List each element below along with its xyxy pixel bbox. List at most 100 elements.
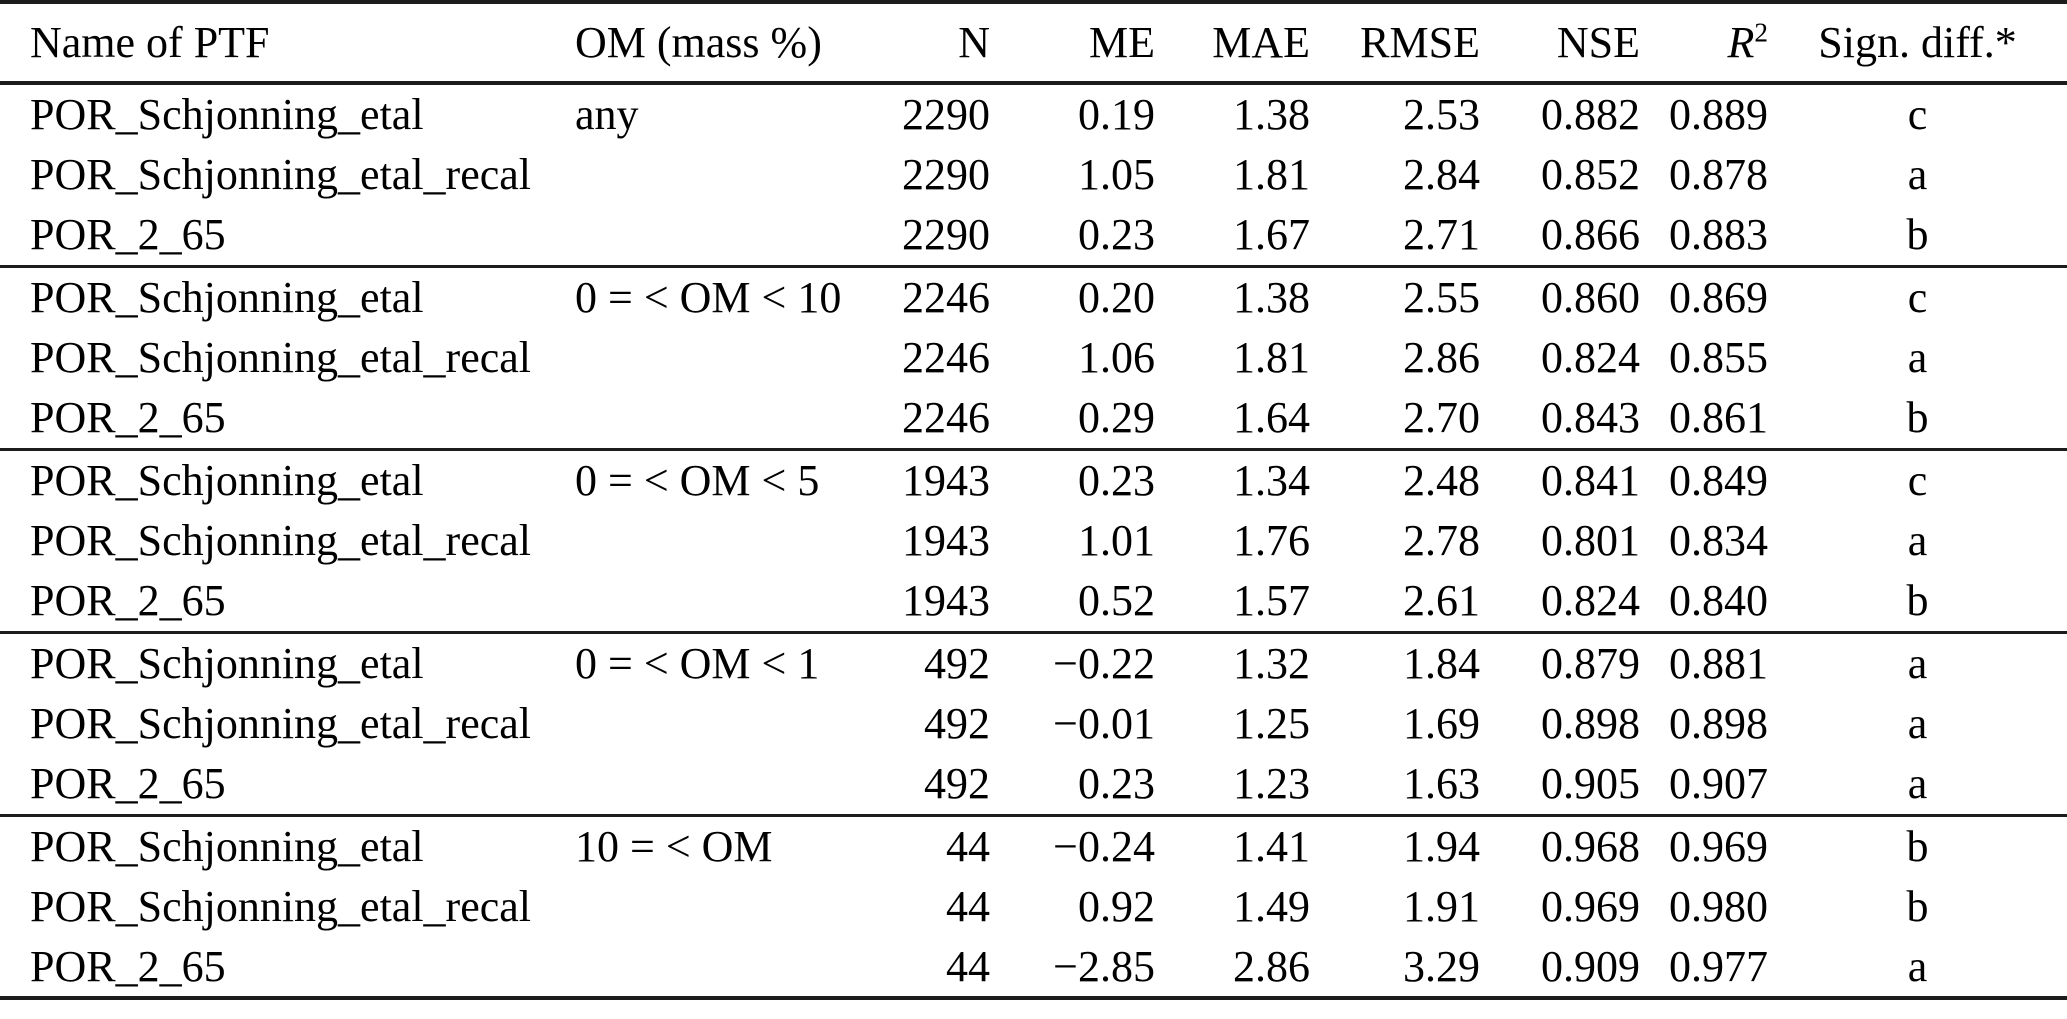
sig-cell: c bbox=[1907, 90, 1928, 139]
table-row: POR_2_65 2246 0.29 1.64 2.70 0.843 0.861… bbox=[0, 388, 2067, 449]
r2-symbol: R bbox=[1727, 18, 1755, 67]
sig-cell: b bbox=[1906, 882, 1929, 931]
om-range-cell bbox=[575, 327, 815, 388]
n-cell: 2290 bbox=[902, 90, 990, 139]
sig-cell: b bbox=[1906, 576, 1929, 626]
nse-cell: 0.882 bbox=[1541, 90, 1640, 139]
table-row: POR_Schjonning_etal_recal 1943 1.01 1.76… bbox=[0, 510, 2067, 571]
sig-cell: a bbox=[1907, 333, 1928, 382]
om-range-cell: 0 = < OM < 5 bbox=[575, 447, 819, 510]
sig-cell: a bbox=[1907, 759, 1928, 809]
mae-cell: 1.41 bbox=[1155, 813, 1310, 876]
n-cell: 44 bbox=[815, 813, 990, 876]
om-range-cell bbox=[575, 693, 815, 754]
n-cell: 2290 bbox=[902, 210, 990, 260]
sig-cell: c bbox=[1768, 447, 2067, 510]
table-row: POR_Schjonning_etal_recal 44 0.92 1.49 1… bbox=[0, 876, 2067, 937]
r2-cell: 0.878 bbox=[1669, 150, 1768, 199]
om-group-any: POR_Schjonning_etal any 2290 0.19 1.38 2… bbox=[0, 83, 2067, 266]
mae-cell: 1.76 bbox=[1233, 516, 1310, 565]
mae-cell: 2.86 bbox=[1233, 942, 1310, 991]
nse-cell: 0.879 bbox=[1480, 630, 1640, 693]
column-header-me: ME bbox=[990, 2, 1155, 85]
om-range-cell: 0 = < OM < 1 bbox=[575, 630, 819, 693]
me-cell: 1.05 bbox=[1078, 150, 1155, 199]
me-cell: 0.19 bbox=[1078, 90, 1155, 139]
rmse-cell: 2.48 bbox=[1310, 447, 1480, 510]
mae-cell: 1.38 bbox=[1155, 264, 1310, 327]
n-cell: 1943 bbox=[815, 447, 990, 510]
nse-cell: 0.852 bbox=[1541, 150, 1640, 199]
ptf-name-cell: POR_2_65 bbox=[30, 942, 226, 991]
rmse-cell: 2.84 bbox=[1403, 150, 1480, 199]
me-cell: 0.23 bbox=[1078, 759, 1155, 809]
om-range-cell bbox=[575, 388, 815, 449]
rmse-cell: 2.86 bbox=[1403, 333, 1480, 382]
nse-cell: 0.824 bbox=[1541, 333, 1640, 382]
nse-cell: 0.898 bbox=[1541, 699, 1640, 748]
column-header-mae: MAE bbox=[1155, 2, 1310, 85]
rmse-cell: 2.53 bbox=[1403, 90, 1480, 139]
r2-cell: 0.869 bbox=[1640, 264, 1768, 327]
me-cell: 0.92 bbox=[1078, 882, 1155, 931]
header-row: Name of PTF OM (mass %) N ME MAE RMSE NS… bbox=[0, 2, 2067, 85]
table-row: POR_Schjonning_etal 0 = < OM < 1 492 −0.… bbox=[0, 630, 2067, 693]
me-cell: −0.22 bbox=[990, 630, 1155, 693]
rmse-cell: 2.71 bbox=[1403, 210, 1480, 260]
table-row: POR_2_65 492 0.23 1.23 1.63 0.905 0.907 … bbox=[0, 754, 2067, 815]
table-row: POR_Schjonning_etal_recal 2290 1.05 1.81… bbox=[0, 144, 2067, 205]
rmse-cell: 1.69 bbox=[1403, 699, 1480, 748]
om-range-cell: 0 = < OM < 10 bbox=[575, 264, 841, 327]
sig-cell: a bbox=[1907, 942, 1928, 991]
r2-cell: 0.861 bbox=[1669, 393, 1768, 443]
table-row: POR_Schjonning_etal_recal 2246 1.06 1.81… bbox=[0, 327, 2067, 388]
n-cell: 2290 bbox=[902, 150, 990, 199]
r2-cell: 0.889 bbox=[1669, 90, 1768, 139]
ptf-name-cell: POR_Schjonning_etal bbox=[0, 447, 575, 510]
om-group-10-up: POR_Schjonning_etal 10 = < OM 44 −0.24 1… bbox=[0, 813, 2067, 998]
column-header-rmse: RMSE bbox=[1310, 2, 1480, 85]
me-cell: 1.06 bbox=[1078, 333, 1155, 382]
r2-cell: 0.907 bbox=[1669, 759, 1768, 809]
r2-cell: 0.980 bbox=[1669, 882, 1768, 931]
sig-cell: b bbox=[1768, 813, 2067, 876]
nse-cell: 0.909 bbox=[1541, 942, 1640, 991]
sig-cell: b bbox=[1906, 210, 1929, 260]
om-range-cell bbox=[575, 571, 815, 632]
n-cell: 1943 bbox=[902, 576, 990, 626]
me-cell: −0.01 bbox=[1053, 699, 1155, 748]
column-header-name: Name of PTF bbox=[0, 2, 575, 85]
rmse-cell: 2.61 bbox=[1403, 576, 1480, 626]
nse-cell: 0.968 bbox=[1480, 813, 1640, 876]
nse-cell: 0.843 bbox=[1541, 393, 1640, 443]
r2-cell: 0.883 bbox=[1669, 210, 1768, 260]
ptf-name-cell: POR_2_65 bbox=[30, 210, 226, 260]
rmse-cell: 1.91 bbox=[1403, 882, 1480, 931]
mae-cell: 1.23 bbox=[1233, 759, 1310, 809]
rmse-cell: 1.63 bbox=[1403, 759, 1480, 809]
n-cell: 2246 bbox=[902, 393, 990, 443]
om-range-cell bbox=[575, 144, 815, 205]
ptf-name-cell: POR_Schjonning_etal bbox=[0, 813, 575, 876]
me-cell: −0.24 bbox=[990, 813, 1155, 876]
mae-cell: 1.81 bbox=[1233, 150, 1310, 199]
om-group-0-1: POR_Schjonning_etal 0 = < OM < 1 492 −0.… bbox=[0, 630, 2067, 815]
ptf-name-cell: POR_Schjonning_etal bbox=[0, 264, 575, 327]
rmse-cell: 2.78 bbox=[1403, 516, 1480, 565]
sig-cell: a bbox=[1907, 516, 1928, 565]
mae-cell: 1.57 bbox=[1233, 576, 1310, 626]
nse-cell: 0.801 bbox=[1541, 516, 1640, 565]
nse-cell: 0.866 bbox=[1541, 210, 1640, 260]
table-row: POR_2_65 2290 0.23 1.67 2.71 0.866 0.883… bbox=[0, 205, 2067, 266]
table-row: POR_Schjonning_etal_recal 492 −0.01 1.25… bbox=[0, 693, 2067, 754]
table-row: POR_Schjonning_etal 0 = < OM < 10 2246 0… bbox=[0, 264, 2067, 327]
om-range-cell: 10 = < OM bbox=[575, 813, 815, 876]
me-cell: 0.23 bbox=[990, 447, 1155, 510]
ptf-name-cell: POR_Schjonning_etal_recal bbox=[30, 882, 532, 931]
om-range-cell bbox=[575, 937, 815, 998]
sig-cell: a bbox=[1768, 630, 2067, 693]
om-group-0-5: POR_Schjonning_etal 0 = < OM < 5 1943 0.… bbox=[0, 447, 2067, 632]
me-cell: 0.29 bbox=[1078, 393, 1155, 443]
mae-cell: 1.32 bbox=[1155, 630, 1310, 693]
table-row: POR_2_65 44 −2.85 2.86 3.29 0.909 0.977 … bbox=[0, 937, 2067, 998]
